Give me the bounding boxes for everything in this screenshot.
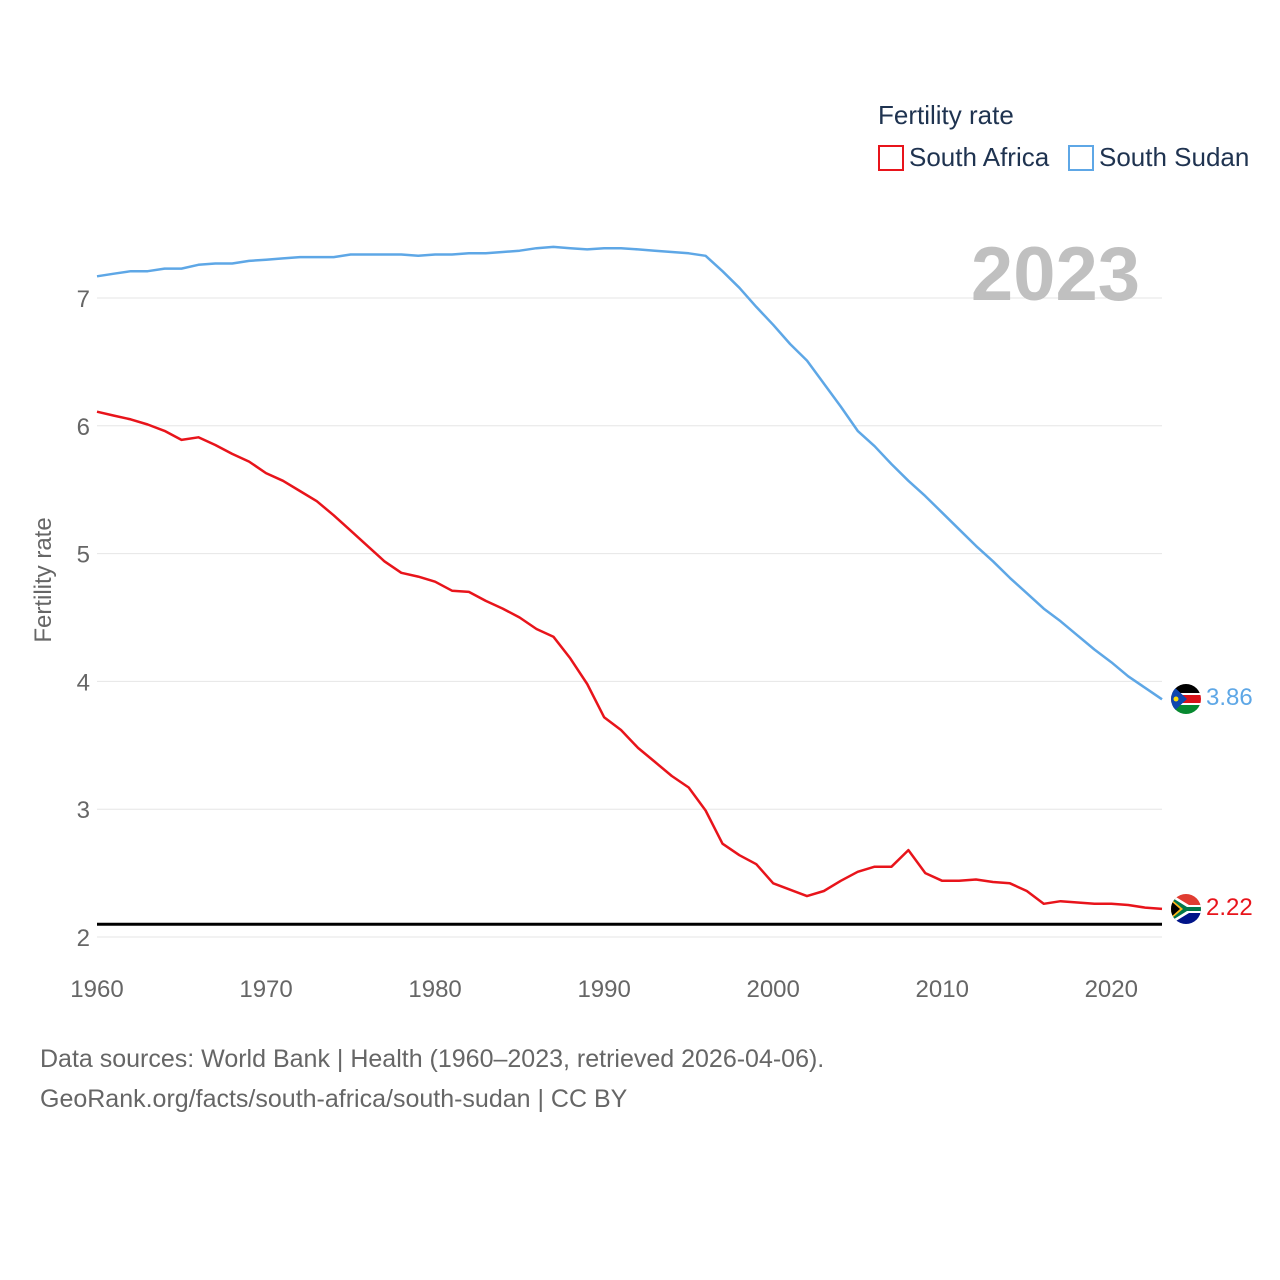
y-axis: 2 3 4 5 6 7	[77, 286, 90, 952]
south-sudan-end-value: 3.86	[1206, 684, 1253, 711]
legend-swatch-south-africa	[878, 145, 904, 171]
legend-item-south-africa[interactable]: South Africa	[878, 142, 1050, 172]
x-tick-label: 2020	[1085, 976, 1138, 1003]
y-tick-label: 3	[77, 797, 90, 824]
data-sources-note: Data sources: World Bank | Health (1960–…	[40, 1045, 825, 1073]
y-tick-label: 5	[77, 542, 90, 569]
y-tick-label: 6	[77, 414, 90, 441]
x-tick-label: 2000	[746, 976, 799, 1003]
x-tick-label: 1960	[70, 976, 123, 1003]
y-tick-label: 2	[77, 925, 90, 952]
series-line-south-sudan[interactable]	[96, 245, 1163, 701]
south-africa-flag-icon	[1171, 894, 1201, 924]
x-tick-label: 2010	[916, 976, 969, 1003]
grid-lines	[97, 297, 1162, 938]
x-tick-label: 1980	[408, 976, 461, 1003]
legend-label-south-africa: South Africa	[909, 142, 1050, 172]
x-tick-label: 1970	[239, 976, 292, 1003]
current-year-label: 2023	[971, 232, 1140, 317]
x-axis: 1960 1970 1980 1990 2000 2010 2020	[70, 976, 1138, 1003]
legend[interactable]: Fertility rate South Africa South Sudan	[878, 100, 1249, 172]
x-tick-label: 1990	[577, 976, 630, 1003]
series-line-south-africa[interactable]	[96, 410, 1163, 911]
south-africa-end-value: 2.22	[1206, 894, 1253, 921]
south-sudan-flag-icon	[1171, 684, 1201, 714]
credit-link[interactable]: GeoRank.org/facts/south-africa/south-sud…	[40, 1085, 628, 1113]
y-tick-label: 4	[77, 669, 90, 696]
fertility-rate-chart: 2 3 4 5 6 7 1960 1970 1980 1990 2000 2010 2020 Fert…	[30, 100, 1253, 1003]
legend-label-south-sudan: South Sudan	[1099, 142, 1249, 172]
y-axis-title: Fertility rate	[30, 517, 57, 642]
legend-swatch-south-sudan	[1068, 145, 1094, 171]
legend-title: Fertility rate	[878, 100, 1014, 130]
series-lines	[96, 245, 1163, 911]
y-tick-label: 7	[77, 286, 90, 313]
legend-item-south-sudan[interactable]: South Sudan	[1068, 142, 1249, 172]
